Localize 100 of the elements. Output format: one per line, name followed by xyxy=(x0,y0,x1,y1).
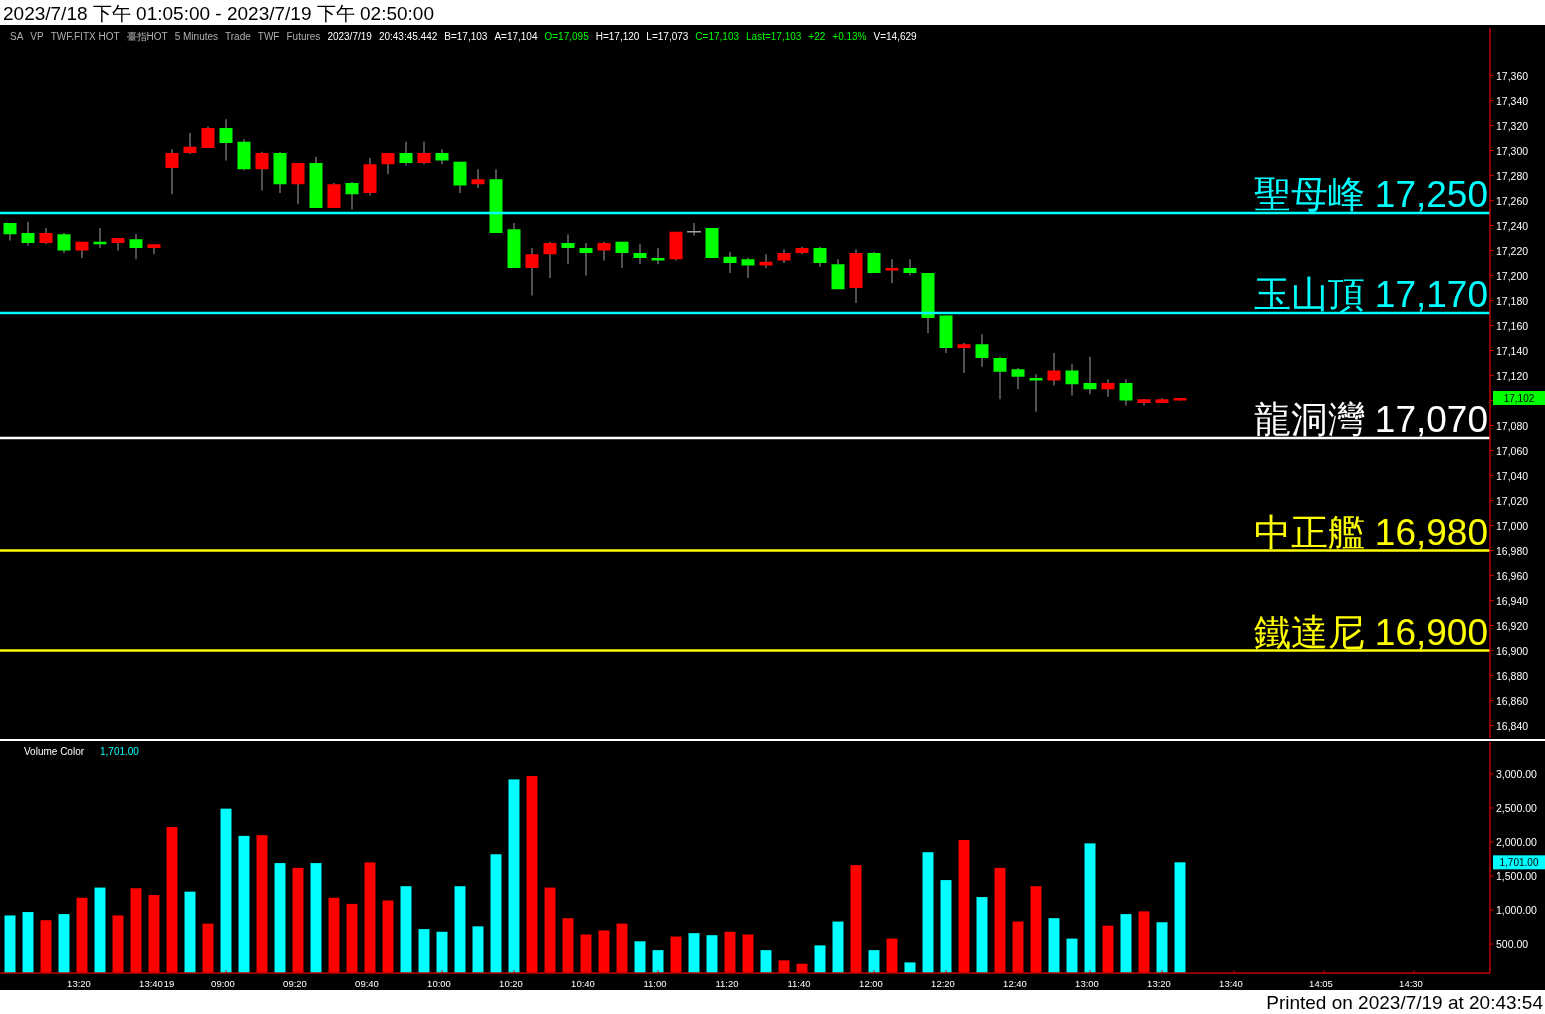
chart-title: 2023/7/18 下午 01:05:00 - 2023/7/19 下午 02:50:00 xyxy=(3,3,434,24)
y-tick-label: 2,000.00 xyxy=(1496,835,1538,848)
candlestick xyxy=(1137,398,1151,406)
candlestick xyxy=(327,182,341,209)
text: Printed on 2023/7/19 at 20:43:54 xyxy=(1266,992,1544,1013)
annotation: H=17,120 xyxy=(595,31,640,42)
annotation: +0.13% xyxy=(832,31,867,42)
candlestick xyxy=(525,247,539,296)
y-tick-label: 17,240 xyxy=(1496,219,1529,232)
y-tick-label: 16,980 xyxy=(1496,544,1529,557)
annotation: L=17,073 xyxy=(646,31,689,42)
ref-line-label: 聖母峰 17,250 xyxy=(1253,174,1488,215)
candlestick xyxy=(1047,352,1061,386)
candlestick xyxy=(1065,363,1079,396)
x-tick-label: 11:40 xyxy=(787,978,811,989)
candlestick xyxy=(651,247,665,265)
x-tick-label: 13:40 xyxy=(1219,978,1243,989)
x-tick-label: 12:20 xyxy=(931,978,955,989)
y-tick-label: 17,120 xyxy=(1496,369,1529,382)
candlestick xyxy=(975,333,989,368)
ref-line-label: 中正艦 16,980 xyxy=(1253,511,1488,553)
candlestick xyxy=(111,237,125,251)
y-tick-label: 16,960 xyxy=(1496,569,1529,582)
x-tick-label: 09:00 xyxy=(211,978,235,989)
y-tick-label: 1,000.00 xyxy=(1496,904,1538,917)
x-tick-label: 12:00 xyxy=(859,978,883,989)
x-tick-label: 09:40 xyxy=(355,978,379,989)
candlestick xyxy=(57,232,71,254)
candlestick xyxy=(147,243,161,255)
annotation: Futures xyxy=(286,31,321,42)
x-tick-label: 11:20 xyxy=(715,978,739,989)
candlestick xyxy=(885,258,899,284)
y-tick-label: 17,060 xyxy=(1496,444,1529,457)
candlestick xyxy=(903,258,917,276)
candlestick xyxy=(417,141,431,165)
candlestick xyxy=(165,148,179,195)
x-tick-label: 13:20 xyxy=(1147,978,1171,989)
annotation: 5 Minutes xyxy=(174,31,219,42)
y-tick-label: 17,320 xyxy=(1496,119,1529,132)
y-tick-label: 16,900 xyxy=(1496,644,1529,657)
ref-line-label: 玉山頂 17,170 xyxy=(1253,274,1488,315)
text: 1,701.00 xyxy=(1499,857,1539,869)
candlestick xyxy=(686,222,702,236)
y-tick-label: 17,140 xyxy=(1496,344,1529,357)
y-tick-label: 17,000 xyxy=(1496,519,1529,532)
candlestick xyxy=(471,168,485,189)
annotation: 臺指HOT xyxy=(126,31,168,42)
candlestick xyxy=(813,246,827,268)
y-tick-label: 1,500.00 xyxy=(1496,870,1538,882)
candlestick xyxy=(759,253,773,269)
annotation: C=17,103 xyxy=(695,31,740,42)
y-tick-label: 17,360 xyxy=(1496,69,1529,82)
y-tick-label: 500.00 xyxy=(1496,938,1529,951)
annotation: TWF xyxy=(257,31,280,42)
x-tick-label: 19 xyxy=(163,978,175,989)
candlestick xyxy=(219,118,233,161)
x-tick-label: 09:20 xyxy=(283,978,307,989)
annotation: 2023/7/19 xyxy=(327,31,373,42)
candlestick xyxy=(1083,356,1097,395)
candlestick xyxy=(1011,367,1025,390)
annotation: Last=17,103 xyxy=(746,31,802,42)
y-tick-label: 17,200 xyxy=(1496,269,1529,282)
ref-line-label: 龍洞灣 17,070 xyxy=(1253,399,1488,440)
annotation: Trade xyxy=(225,31,252,42)
y-tick-label: 16,880 xyxy=(1496,669,1529,682)
annotation: VP xyxy=(30,31,45,42)
x-tick-label: 10:40 xyxy=(571,978,595,989)
y-tick-label: 17,180 xyxy=(1496,294,1529,307)
x-tick-label: 10:00 xyxy=(427,978,451,989)
y-tick-label: 3,000.00 xyxy=(1496,767,1538,780)
y-tick-label: 17,080 xyxy=(1496,419,1529,432)
candlestick xyxy=(597,241,611,261)
candlestick xyxy=(579,242,593,276)
candlestick xyxy=(345,181,359,210)
candlestick xyxy=(633,243,647,265)
x-tick-label: 12:40 xyxy=(1003,978,1027,989)
x-tick-label: 13:20 xyxy=(67,978,91,989)
y-tick-label: 2,500.00 xyxy=(1496,801,1538,814)
x-tick-label: 13:00 xyxy=(1075,978,1099,989)
candlestick xyxy=(957,342,971,374)
y-tick-label: 17,040 xyxy=(1496,469,1529,482)
candlestick xyxy=(435,148,449,165)
candlestick xyxy=(1119,378,1133,406)
candlestick xyxy=(543,241,557,279)
y-tick-label: 16,920 xyxy=(1496,619,1529,632)
y-tick-label: 17,280 xyxy=(1496,169,1529,182)
candlestick xyxy=(399,141,413,166)
candlestick xyxy=(183,132,197,155)
candlestick xyxy=(21,221,35,246)
y-tick-label: 17,340 xyxy=(1496,94,1529,107)
x-tick-label: 14:30 xyxy=(1399,978,1423,989)
annotation: A=17,104 xyxy=(494,31,538,42)
candlestick xyxy=(615,241,629,269)
annotation: +22 xyxy=(808,31,826,42)
x-tick-label: 10:20 xyxy=(499,978,523,989)
candlestick xyxy=(561,233,575,265)
candlestick xyxy=(993,356,1007,400)
candlestick xyxy=(255,151,269,191)
annotation: O=17,095 xyxy=(544,31,590,42)
candlestick xyxy=(741,257,755,279)
